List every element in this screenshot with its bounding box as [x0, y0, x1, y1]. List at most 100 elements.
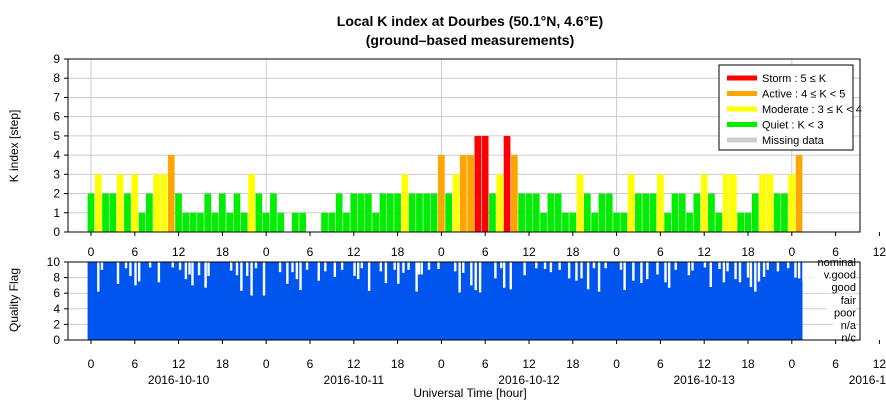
kindex-x-tick-label: 18	[391, 245, 405, 259]
quality-dip	[667, 262, 671, 288]
quality-x-tick-label: 0	[788, 357, 795, 371]
quality-fill-area	[87, 262, 803, 340]
quality-dip	[674, 262, 677, 270]
quality-dip	[500, 262, 503, 269]
quality-x-tick-label: 12	[347, 357, 361, 371]
kindex-y-tick-label: 1	[53, 206, 60, 220]
quality-label-bg	[826, 307, 856, 319]
quality-dip	[746, 262, 750, 278]
kindex-bar	[394, 193, 401, 232]
kindex-bar	[138, 212, 146, 232]
kindex-x-tick-label: 18	[566, 245, 580, 259]
kindex-bar	[547, 193, 555, 232]
kindex-x-tick-label: 12	[522, 245, 536, 259]
kindex-x-tick-label: 18	[216, 245, 230, 259]
quality-dip	[415, 262, 418, 292]
chart-subtitle: (ground–based measurements)	[366, 32, 575, 48]
quality-dip	[734, 262, 737, 280]
quality-dip	[580, 262, 583, 279]
kindex-x-tick-label: 12	[172, 245, 186, 259]
kindex-y-tick-label: 7	[53, 90, 60, 104]
kindex-bar	[416, 193, 423, 232]
quality-dip	[100, 262, 104, 270]
quality-y-tick-label: 8	[53, 271, 60, 285]
quality-dip	[207, 262, 210, 277]
kindex-x-tick-label: 0	[788, 245, 795, 259]
quality-dip	[656, 262, 659, 275]
quality-dip	[454, 262, 457, 272]
quality-dip	[757, 262, 761, 282]
legend: Storm : 5 ≤ K Active : 4 ≤ K < 5 Moderate …	[718, 64, 862, 151]
kindex-bars	[87, 135, 803, 232]
quality-dip	[766, 262, 769, 270]
quality-dip	[437, 262, 440, 270]
kindex-bar	[678, 193, 686, 232]
quality-level-label: n/c	[841, 333, 856, 345]
quality-x-tick-label: 0	[438, 357, 445, 371]
kindex-bar	[153, 174, 160, 232]
kindex-bar	[584, 193, 591, 232]
quality-x-tick-label: 0	[263, 357, 270, 371]
date-labels: 2016-10-10 2016-10-11 2016-10-12 2016-10-13…	[148, 373, 886, 387]
kindex-bar	[693, 193, 701, 232]
quality-x-tick-label: 6	[657, 357, 664, 371]
quality-dip	[240, 262, 243, 291]
quality-x-tick-label: 12	[873, 357, 886, 371]
kindex-bar	[737, 212, 744, 232]
quality-dip	[324, 262, 327, 272]
quality-dip	[148, 262, 152, 268]
kindex-bar	[386, 193, 394, 232]
kindex-x-tick-label: 0	[88, 245, 95, 259]
quality-dip	[738, 262, 742, 283]
kindex-bar	[175, 193, 182, 232]
kindex-bar	[226, 212, 233, 232]
quality-dip	[664, 262, 667, 283]
quality-dip	[317, 262, 320, 281]
quality-x-tick-label: 18	[216, 357, 230, 371]
kindex-bar	[87, 193, 95, 232]
kindex-bar	[182, 212, 190, 232]
kindex-y-axis-label: K index [step]	[7, 110, 21, 183]
quality-dip	[474, 262, 477, 291]
quality-x-tick-label: 18	[391, 357, 405, 371]
kindex-x-tick-label: 12	[698, 245, 712, 259]
quality-dip	[124, 262, 128, 269]
kindex-bar	[240, 212, 248, 232]
kindex-bar	[423, 193, 431, 232]
kindex-bar	[781, 193, 788, 232]
kindex-bar	[299, 212, 306, 232]
quality-dip	[709, 262, 712, 287]
quality-dip	[575, 262, 578, 281]
quality-dip	[794, 262, 797, 278]
quality-dip	[619, 262, 623, 270]
legend-label: Moderate : 3 ≤ K < 4	[762, 104, 862, 116]
quality-dip	[597, 262, 601, 292]
quality-dip	[291, 262, 294, 273]
quality-dip	[129, 262, 132, 277]
quality-x-tick-label: 6	[131, 357, 138, 371]
kindex-bar	[795, 155, 803, 232]
kindex-bar	[518, 193, 525, 232]
kindex-bar	[554, 193, 562, 232]
quality-dip	[171, 262, 174, 268]
quality-dip	[427, 262, 431, 270]
quality-dip	[567, 262, 571, 279]
kindex-x-tick-label: 0	[438, 245, 445, 259]
kindex-bar	[452, 174, 460, 232]
quality-dip	[494, 262, 497, 279]
quality-dip	[333, 262, 337, 277]
kindex-bar	[467, 155, 474, 232]
quality-plot-frame	[67, 261, 861, 341]
quality-dip	[305, 262, 309, 270]
quality-dip	[262, 262, 266, 296]
kindex-bar	[292, 212, 299, 232]
kindex-bar	[109, 193, 117, 232]
kindex-bar	[204, 193, 212, 232]
legend-label: Quiet : K < 3	[762, 120, 823, 132]
kindex-bar	[642, 193, 650, 232]
quality-dip	[558, 262, 561, 270]
kindex-x-tick-label: 6	[307, 245, 314, 259]
quality-dip	[397, 262, 400, 284]
